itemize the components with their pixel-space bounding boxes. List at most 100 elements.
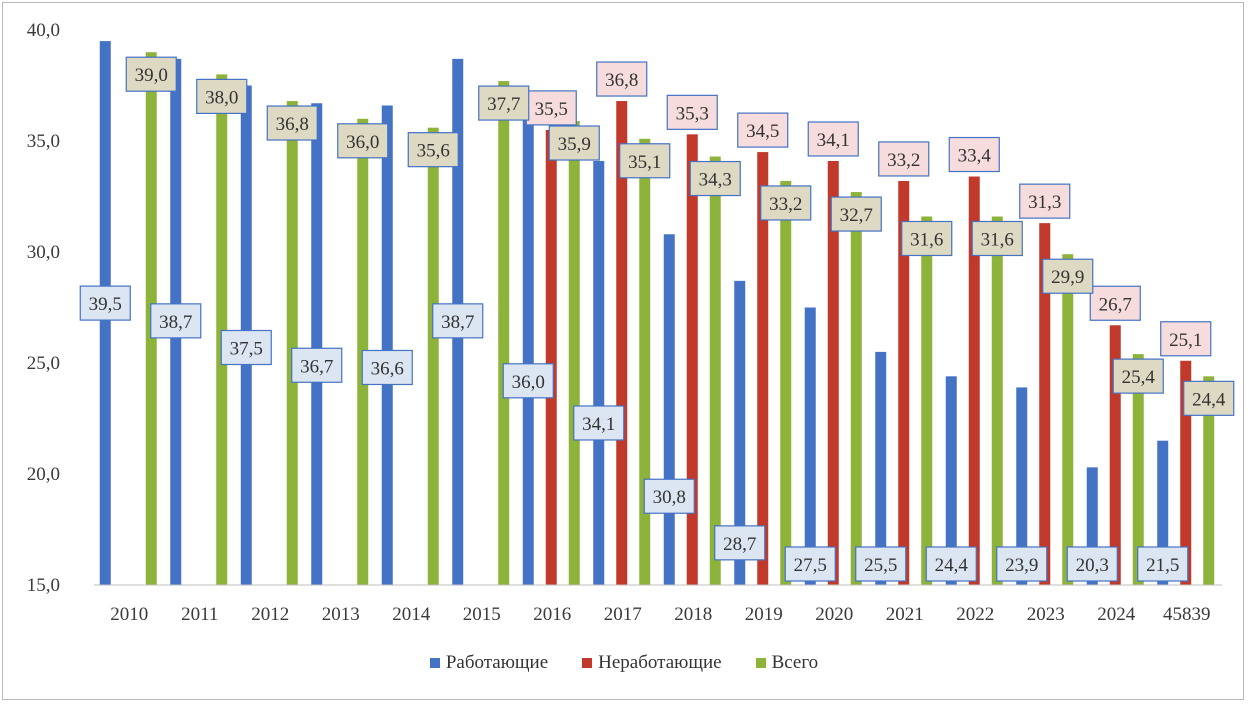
data-label-working: 25,5 xyxy=(864,555,897,576)
data-label-nonworking: 33,4 xyxy=(958,146,992,167)
data-label-box-total xyxy=(407,132,459,168)
bar-nonworking xyxy=(757,152,769,585)
data-label-working: 38,7 xyxy=(159,312,192,333)
x-tick-label: 2017 xyxy=(604,604,642,625)
data-label-box-working xyxy=(714,525,766,561)
data-label-box-working xyxy=(1066,546,1118,582)
data-label-working: 39,5 xyxy=(89,294,122,315)
data-label-box-working xyxy=(573,405,625,441)
data-label-total: 31,6 xyxy=(981,229,1014,250)
bar-total xyxy=(991,216,1003,586)
data-label-box-total xyxy=(1183,380,1235,416)
y-tick-label: 20,0 xyxy=(27,464,60,485)
bar-nonworking xyxy=(827,160,839,586)
bar-working xyxy=(522,118,534,586)
data-label-box-working xyxy=(291,347,343,383)
y-tick-label: 25,0 xyxy=(27,353,60,374)
data-label-nonworking: 35,5 xyxy=(535,99,568,120)
bar-total xyxy=(850,192,862,585)
data-label-nonworking: 34,1 xyxy=(817,130,850,151)
data-label-box-total xyxy=(901,220,953,257)
data-label-nonworking: 35,3 xyxy=(676,103,709,124)
data-label-total: 36,8 xyxy=(276,114,309,135)
data-label-box-total xyxy=(337,123,389,159)
data-label-total: 31,6 xyxy=(910,229,943,250)
data-label-working: 37,5 xyxy=(230,339,263,360)
bar-working xyxy=(311,103,323,585)
x-tick-label: 2012 xyxy=(251,604,289,625)
data-label-box-nonworking xyxy=(1019,183,1071,219)
bar-total xyxy=(286,101,298,585)
bar-total xyxy=(568,121,580,586)
data-label-box-working xyxy=(643,478,695,514)
bar-total xyxy=(216,74,228,586)
data-label-box-nonworking xyxy=(596,61,648,97)
data-label-working: 38,7 xyxy=(441,312,474,333)
data-label-box-working xyxy=(220,329,272,366)
data-label-total: 35,1 xyxy=(628,152,661,173)
data-label-working: 34,1 xyxy=(582,414,615,435)
y-tick-label: 30,0 xyxy=(27,242,60,263)
legend-label-total: Всего xyxy=(771,652,819,673)
data-label-box-total xyxy=(125,56,177,92)
bar-working xyxy=(381,105,393,585)
data-label-working: 23,9 xyxy=(1005,555,1038,576)
data-label-total: 32,7 xyxy=(840,205,873,226)
bar-nonworking xyxy=(1180,360,1192,585)
data-label-working: 30,8 xyxy=(653,487,686,508)
data-label-total: 36,0 xyxy=(346,132,379,153)
legend-swatch-total xyxy=(755,658,766,668)
data-label-box-total xyxy=(1112,358,1164,394)
data-label-box-total xyxy=(478,85,530,121)
bar-working xyxy=(734,280,746,585)
bar-nonworking xyxy=(1039,223,1051,585)
data-label-box-total xyxy=(548,125,600,161)
data-label-total: 24,4 xyxy=(1192,389,1226,410)
data-label-total: 38,0 xyxy=(205,87,238,108)
bar-working xyxy=(663,234,675,586)
data-label-nonworking: 36,8 xyxy=(605,70,638,91)
x-tick-label: 45839 xyxy=(1163,604,1211,625)
data-label-working: 36,0 xyxy=(512,372,545,393)
x-tick-label: 2020 xyxy=(815,604,853,625)
data-label-nonworking: 25,1 xyxy=(1169,330,1202,351)
data-label-box-total xyxy=(689,160,741,197)
x-tick-label: 2023 xyxy=(1027,604,1065,625)
bar-total xyxy=(498,81,510,585)
x-tick-label: 2011 xyxy=(181,604,218,625)
data-label-nonworking: 33,2 xyxy=(887,150,920,171)
data-label-box-working xyxy=(925,546,977,582)
x-tick-label: 2022 xyxy=(956,604,994,625)
data-label-box-total xyxy=(760,185,812,221)
bar-working xyxy=(945,376,957,585)
data-label-box-working xyxy=(996,546,1048,582)
bar-nonworking xyxy=(968,176,980,585)
x-tick-label: 2010 xyxy=(110,604,148,625)
x-tick-label: 2016 xyxy=(533,604,571,625)
data-label-working: 36,7 xyxy=(300,356,333,377)
data-label-total: 29,9 xyxy=(1051,267,1084,288)
legend-item-nonworking: Неработающие xyxy=(582,652,722,674)
bar-working xyxy=(1157,440,1169,585)
legend-label-working: Работающие xyxy=(445,652,549,673)
data-label-total: 33,2 xyxy=(769,194,802,215)
bar-total xyxy=(709,156,721,586)
data-label-box-nonworking xyxy=(948,136,1000,173)
data-label-nonworking: 31,3 xyxy=(1028,192,1061,213)
bar-nonworking xyxy=(898,180,910,585)
data-label-box-nonworking xyxy=(525,90,577,126)
data-label-box-nonworking xyxy=(666,94,718,130)
data-label-total: 25,4 xyxy=(1122,367,1156,388)
bar-nonworking xyxy=(686,134,698,585)
bar-total xyxy=(1062,254,1074,585)
data-label-box-total xyxy=(971,220,1023,257)
bar-working xyxy=(875,351,887,585)
bar-working xyxy=(593,160,605,586)
data-label-working: 28,7 xyxy=(723,534,756,555)
x-tick-label: 2021 xyxy=(886,604,924,625)
legend-item-working: Работающие xyxy=(429,652,549,674)
bar-nonworking xyxy=(545,129,557,585)
data-label-box-total xyxy=(266,105,318,141)
legend-swatch-nonworking xyxy=(582,658,593,668)
